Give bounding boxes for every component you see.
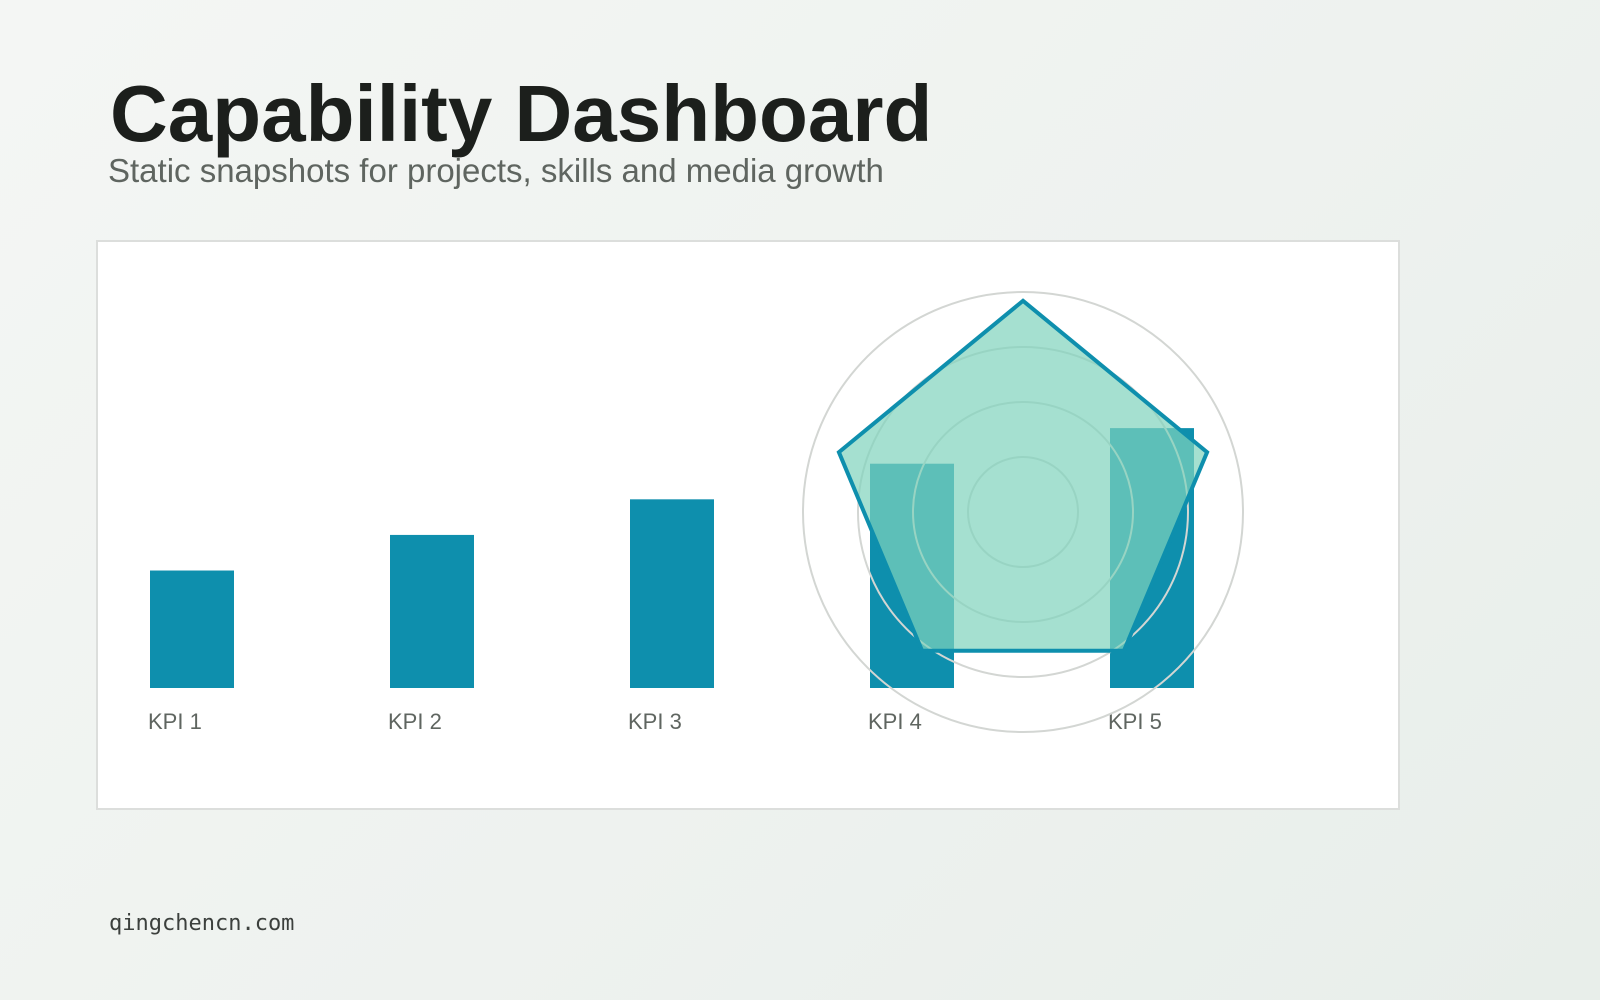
category-label-3: KPI 3	[628, 709, 682, 734]
bar-2	[390, 534, 474, 688]
page-title: Capability Dashboard	[110, 69, 933, 158]
category-label-5: KPI 5	[1108, 709, 1162, 734]
radar-ring-4	[802, 291, 1244, 733]
chart-panel: KPI 1 KPI 2 KPI 3 KPI 4 KPI 5	[96, 240, 1400, 810]
bar-1	[150, 570, 234, 688]
category-label-1: KPI 1	[148, 709, 202, 734]
category-labels: KPI 1 KPI 2 KPI 3 KPI 4 KPI 5	[148, 709, 1162, 734]
radar-chart	[802, 291, 1244, 733]
radar-polygon	[836, 298, 1210, 653]
category-label-4: KPI 4	[868, 709, 922, 734]
bar-3	[630, 499, 714, 688]
category-label-2: KPI 2	[388, 709, 442, 734]
page-subtitle: Static snapshots for projects, skills an…	[108, 152, 884, 189]
footer-domain: qingchencn.com	[109, 911, 295, 936]
chart-canvas: KPI 1 KPI 2 KPI 3 KPI 4 KPI 5	[148, 291, 1244, 734]
